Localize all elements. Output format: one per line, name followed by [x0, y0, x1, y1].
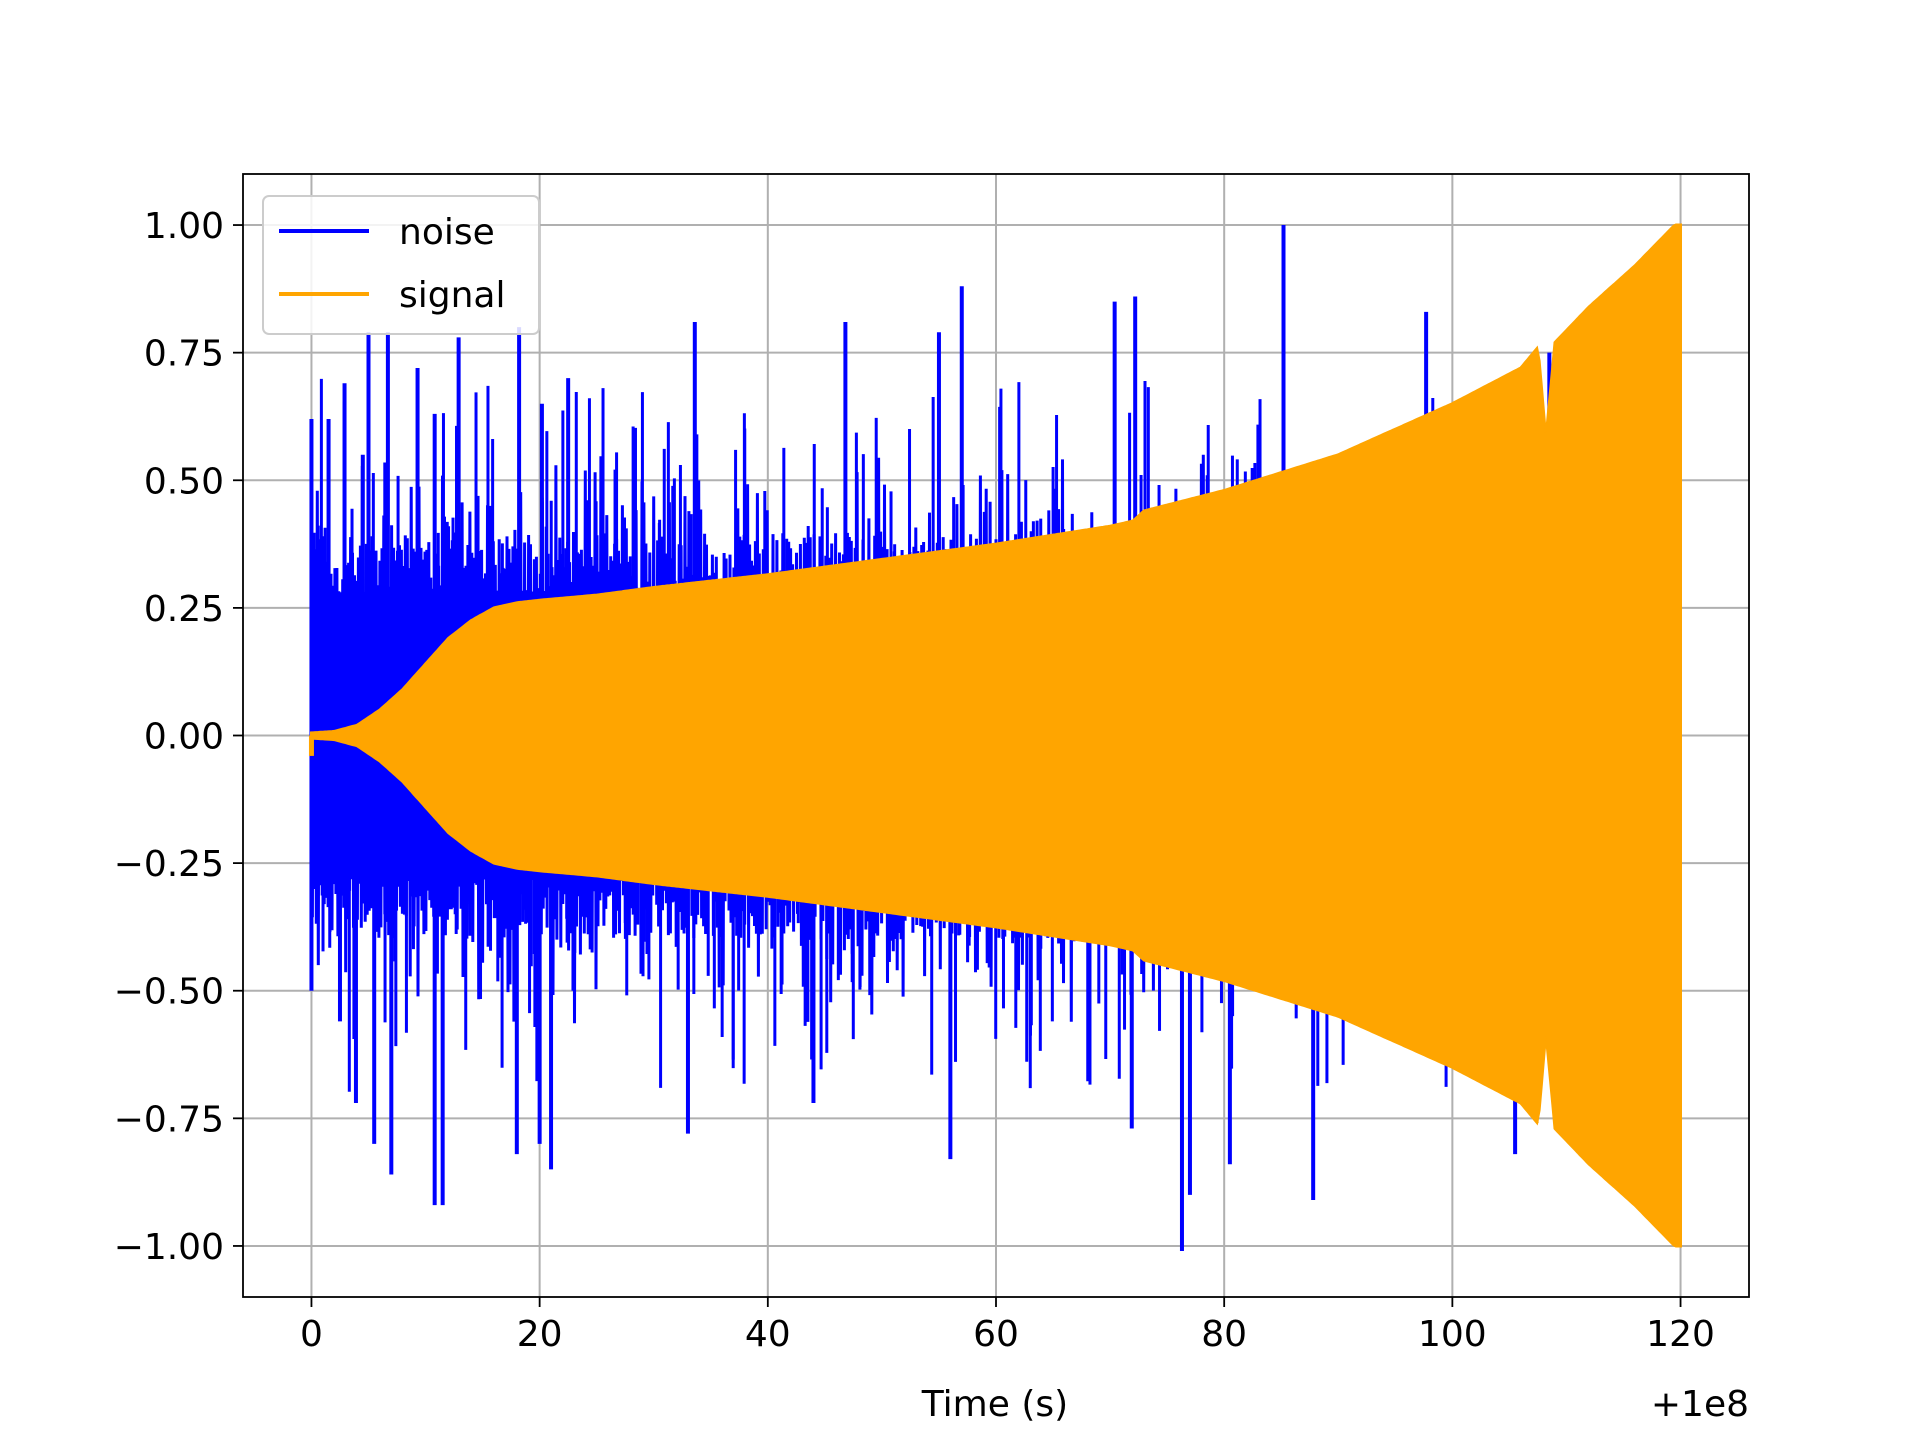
signal-series-line	[310, 224, 1682, 1247]
y-tick-label: −0.25	[114, 844, 224, 885]
y-tick-label: 0.50	[144, 461, 224, 502]
x-axis-offset-label: +1e8	[1651, 1384, 1749, 1425]
x-tick-label: 120	[1646, 1314, 1715, 1355]
y-tick-label: −0.75	[114, 1099, 224, 1140]
x-tick-label: 0	[300, 1314, 323, 1355]
plot-series	[308, 223, 1682, 1252]
y-tick-label: 0.25	[144, 589, 224, 630]
y-tick-label: 0.75	[144, 334, 224, 375]
y-tick-label: 1.00	[144, 206, 224, 247]
x-tick-label: 40	[745, 1314, 791, 1355]
legend-noise-label: noise	[399, 212, 495, 253]
y-tick-label: 0.00	[144, 717, 224, 758]
legend: noise signal	[262, 195, 540, 335]
y-tick-label: −0.50	[114, 972, 224, 1013]
x-tick-label: 80	[1201, 1314, 1247, 1355]
y-tick-label: −1.00	[114, 1227, 224, 1268]
legend-signal-label: signal	[399, 275, 506, 316]
x-tick-label: 20	[517, 1314, 563, 1355]
x-tick-label: 100	[1418, 1314, 1487, 1355]
axis-ticks: 0 20 40 60 80 100 120 1.00 0.75 0.50 0.25 0.00 −0.25…	[114, 206, 1715, 1355]
x-axis-label: Time (s)	[921, 1384, 1068, 1425]
x-tick-label: 60	[973, 1314, 1019, 1355]
